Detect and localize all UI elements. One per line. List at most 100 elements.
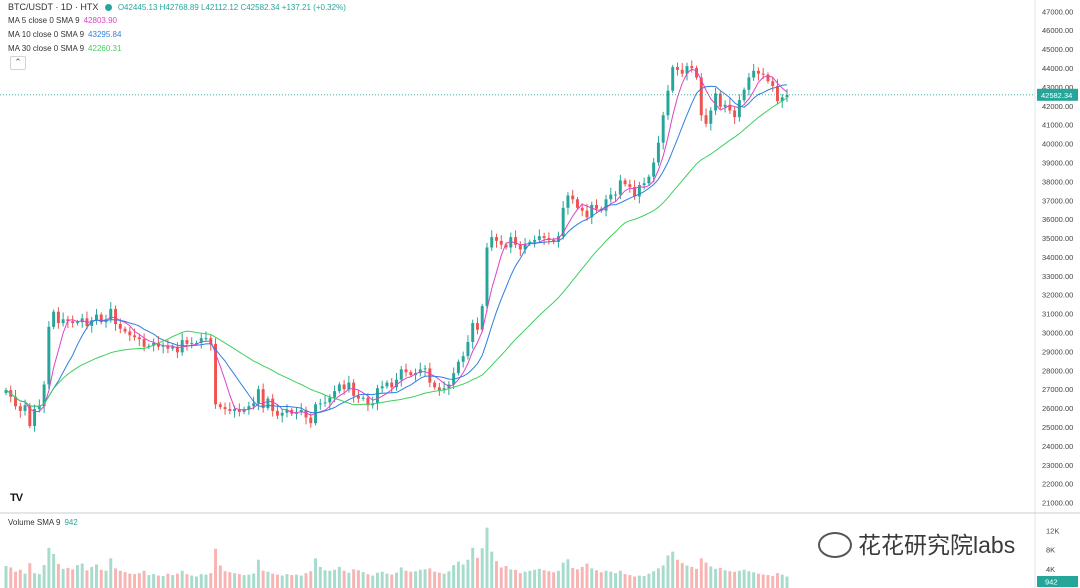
candle[interactable] [675,67,679,70]
candle[interactable] [499,240,503,245]
volume-bar[interactable] [623,574,627,588]
candle[interactable] [147,345,151,347]
volume-bar[interactable] [704,562,708,588]
candle[interactable] [18,406,22,411]
volume-bar[interactable] [461,564,465,588]
candle[interactable] [495,237,498,241]
candle[interactable] [728,104,732,111]
candle[interactable] [666,90,670,116]
volume-bar[interactable] [561,562,565,588]
volume-bar[interactable] [452,565,456,588]
volume-bar[interactable] [533,569,537,588]
candle[interactable] [609,194,613,200]
candle[interactable] [185,340,189,344]
volume-bar[interactable] [466,559,470,588]
volume-bar[interactable] [495,561,498,588]
volume-bar[interactable] [128,573,132,588]
volume-bar[interactable] [542,570,546,588]
volume-bar[interactable] [737,570,741,588]
candle[interactable] [352,382,356,396]
volume-bar[interactable] [237,574,241,588]
volume-bar[interactable] [585,563,589,588]
volume-bar[interactable] [185,574,189,588]
volume-bar[interactable] [528,570,532,588]
volume-bar[interactable] [656,568,660,588]
volume-bar[interactable] [718,567,722,588]
candle[interactable] [642,183,646,186]
candle[interactable] [395,379,398,388]
volume-bar[interactable] [595,570,598,588]
candle[interactable] [166,345,170,349]
candle[interactable] [33,409,37,427]
candle[interactable] [142,339,146,347]
candle[interactable] [252,403,256,407]
candle[interactable] [714,93,718,111]
candle[interactable] [309,417,313,424]
candle[interactable] [56,311,60,324]
volume-bar[interactable] [214,548,218,588]
candle[interactable] [171,346,175,349]
candle[interactable] [247,406,251,410]
volume-bar[interactable] [723,570,727,588]
candle[interactable] [90,320,94,326]
volume-bar[interactable] [14,571,18,588]
candle[interactable] [633,187,637,197]
candle[interactable] [518,244,522,250]
volume-bar[interactable] [766,575,770,588]
candle[interactable] [580,207,584,211]
volume-bar[interactable] [114,568,118,588]
candle[interactable] [156,342,160,347]
candle[interactable] [652,162,656,177]
candle[interactable] [690,66,694,69]
volume-bar[interactable] [333,569,337,588]
candle[interactable] [261,389,265,409]
candle[interactable] [785,94,789,98]
candle[interactable] [752,70,756,78]
volume-bar[interactable] [304,573,308,588]
candle[interactable] [514,237,518,245]
candle[interactable] [761,73,765,75]
volume-legend[interactable]: Volume SMA 9 942 [8,518,78,527]
volume-bar[interactable] [780,574,784,588]
candle[interactable] [161,345,165,347]
volume-bar[interactable] [475,557,479,588]
volume-bar[interactable] [509,569,513,588]
candle[interactable] [342,384,346,390]
candle[interactable] [480,306,484,330]
volume-bar[interactable] [37,574,41,588]
candle[interactable] [780,97,784,102]
volume-bar[interactable] [742,569,746,588]
volume-bar[interactable] [575,569,579,588]
candle[interactable] [585,210,589,218]
volume-bar[interactable] [9,567,13,588]
candle[interactable] [28,405,32,427]
volume-bar[interactable] [271,573,275,588]
volume-bar[interactable] [61,568,65,588]
volume-bar[interactable] [614,573,618,588]
candle[interactable] [47,326,51,385]
volume-bar[interactable] [418,569,422,588]
volume-bar[interactable] [223,571,227,588]
volume-bar[interactable] [52,554,56,588]
volume-bar[interactable] [342,570,346,588]
candle[interactable] [347,382,351,390]
candle[interactable] [299,409,303,412]
volume-bar[interactable] [28,563,32,588]
candle[interactable] [75,322,79,324]
volume-bar[interactable] [523,571,527,588]
volume-bar[interactable] [161,576,165,588]
volume-bar[interactable] [142,570,146,588]
volume-bar[interactable] [328,570,332,588]
volume-bar[interactable] [580,566,584,588]
volume-bar[interactable] [285,574,289,588]
candle[interactable] [466,341,470,357]
candle[interactable] [575,199,579,208]
volume-bar[interactable] [175,573,179,588]
candle[interactable] [137,337,141,340]
candle[interactable] [375,388,379,404]
volume-bar[interactable] [252,573,256,588]
volume-bar[interactable] [18,569,22,588]
volume-bar[interactable] [437,572,441,588]
volume-bar[interactable] [604,570,608,588]
